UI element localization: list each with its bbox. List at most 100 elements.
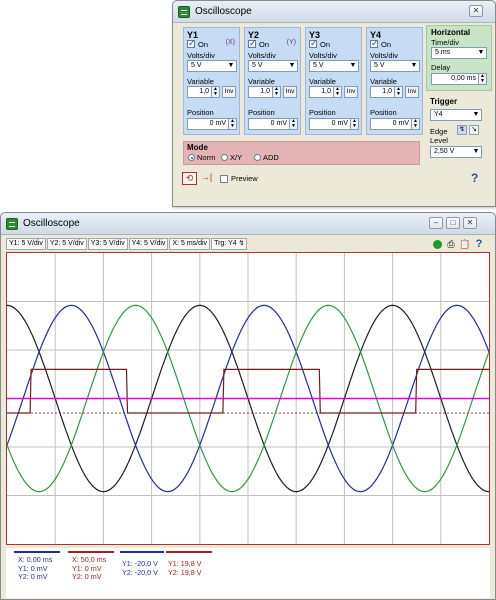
cursor1-readout: X: 0,00 ms Y1: 0 mV Y2: 0 mV: [18, 555, 53, 582]
variable-stepper[interactable]: 1,0 ▲ ▼: [309, 86, 342, 98]
scope-info-bar: Y1: 5 V/div Y2: 5 V/div Y3: 5 V/div Y4: 5 V…: [6, 238, 248, 250]
info-x: X: 5 ms/div: [169, 238, 211, 250]
oscilloscope-app-icon: [6, 218, 18, 230]
stepper-arrows-icon[interactable]: ▲ ▼: [272, 87, 280, 97]
stepper-arrows-icon[interactable]: ▲ ▼: [211, 87, 219, 97]
channel-panel-y1: Y1 (X) On Volts/div 5 V▼ Variable 1,0▲▼ …: [183, 27, 240, 135]
oscilloscope-app-icon: [178, 6, 190, 18]
single-shot-icon[interactable]: →|: [200, 172, 213, 182]
position-value: 0 mV: [331, 120, 348, 127]
help-icon[interactable]: ?: [471, 171, 479, 185]
invert-button[interactable]: Inv: [344, 86, 358, 98]
help-icon[interactable]: ?: [475, 238, 483, 250]
volts-div-value: 5 V: [252, 62, 263, 69]
position-value: 0 mV: [270, 120, 287, 127]
invert-button[interactable]: Inv: [283, 86, 297, 98]
clipboard-icon[interactable]: 📋: [459, 239, 471, 249]
trigger-source-select[interactable]: Y4 ▼: [430, 109, 482, 121]
scope-window-title: Oscilloscope: [23, 218, 80, 229]
channel-tag: (X): [225, 39, 235, 46]
print-icon[interactable]: ⎙: [447, 239, 455, 249]
stepper-arrows-icon[interactable]: ▲ ▼: [228, 119, 236, 129]
time-div-value: 5 ms: [435, 49, 451, 56]
variable-label: Variable: [309, 77, 336, 86]
readout-line: Y1: 0 mV: [72, 563, 102, 573]
volts-div-value: 5 V: [313, 62, 324, 69]
maximize-icon[interactable]: □: [446, 217, 460, 229]
channel-on-label: On: [381, 40, 392, 49]
cursor2-readout: X: 50,0 ms Y1: 0 mV Y2: 0 mV: [72, 555, 106, 582]
position-label: Position: [187, 108, 214, 117]
delay-label: Delay: [431, 63, 451, 72]
chevron-down-icon: ▼: [472, 111, 480, 118]
volts-div-label: Volts/div: [248, 51, 276, 60]
variable-stepper[interactable]: 1,0 ▲ ▼: [370, 86, 403, 98]
readout-line: X: 0,00 ms: [18, 555, 53, 564]
loop-icon[interactable]: ⟲: [182, 172, 197, 185]
info-y4: Y4: 5 V/div: [128, 238, 169, 250]
mode-norm-radio[interactable]: [188, 154, 195, 161]
close-icon[interactable]: ✕: [463, 217, 477, 229]
channel-on-checkbox[interactable]: [248, 38, 257, 49]
chevron-down-icon: ▼: [472, 148, 480, 155]
invert-button[interactable]: Inv: [405, 86, 419, 98]
readout-line: Y2: -20,0 V: [122, 567, 158, 577]
volts-div-label: Volts/div: [309, 51, 337, 60]
mode-xy-radio[interactable]: [221, 154, 228, 161]
trigger-level-value: 2,50 V: [434, 148, 455, 155]
channel-panel-y3: Y3 On Volts/div 5 V▼ Variable 1,0▲▼ Inv …: [305, 27, 362, 135]
channel-on-label: On: [259, 40, 270, 49]
variable-value: 1,0: [260, 88, 270, 95]
channel-tag: (Y): [286, 39, 296, 46]
channel-name: Y2: [248, 30, 260, 40]
stepper-arrows-icon[interactable]: ▲ ▼: [394, 87, 402, 97]
position-stepper[interactable]: 0 mV ▲ ▼: [248, 118, 298, 130]
channel-name: Y1: [187, 30, 199, 40]
channel-on-checkbox[interactable]: [309, 38, 318, 49]
mode-add-radio[interactable]: [254, 154, 261, 161]
minimize-icon[interactable]: –: [429, 217, 443, 229]
time-div-select[interactable]: 5 ms ▼: [431, 47, 487, 59]
mode-norm-label: Norm: [197, 153, 216, 162]
stepper-arrows-icon[interactable]: ▲ ▼: [289, 119, 297, 129]
scope-window-titlebar[interactable]: Oscilloscope – □ ✕: [1, 213, 495, 235]
chevron-down-icon: ▼: [227, 62, 235, 69]
channel-on-checkbox[interactable]: [370, 38, 379, 49]
scope-display[interactable]: [6, 252, 490, 545]
invert-button[interactable]: Inv: [222, 86, 236, 98]
position-label: Position: [248, 108, 275, 117]
close-icon[interactable]: ✕: [469, 5, 483, 17]
volts-div-select[interactable]: 5 V ▼: [309, 60, 359, 72]
stepper-arrows-icon[interactable]: ▲ ▼: [350, 119, 358, 129]
rising-edge-icon[interactable]: ↯: [457, 125, 467, 135]
preview-label: Preview: [231, 174, 258, 183]
trigger-level-select[interactable]: 2,50 V ▼: [430, 146, 482, 158]
volts-div-select[interactable]: 5 V ▼: [248, 60, 298, 72]
channel-on-checkbox[interactable]: [187, 38, 196, 49]
stepper-arrows-icon[interactable]: ▲ ▼: [333, 87, 341, 97]
volts-div-select[interactable]: 5 V ▼: [187, 60, 237, 72]
cursor3-readout: Y1: -20,0 V Y2: -20,0 V: [122, 559, 158, 577]
volts-div-select[interactable]: 5 V ▼: [370, 60, 420, 72]
position-stepper[interactable]: 0 mV ▲ ▼: [309, 118, 359, 130]
variable-stepper[interactable]: 1,0 ▲ ▼: [248, 86, 281, 98]
delay-value: 0,00 ms: [451, 75, 476, 82]
channel-on-label: On: [320, 40, 331, 49]
volts-div-value: 5 V: [374, 62, 385, 69]
preview-checkbox[interactable]: [220, 175, 228, 183]
time-div-label: Time/div: [431, 38, 460, 47]
falling-edge-icon[interactable]: ↘: [469, 125, 479, 135]
delay-stepper[interactable]: 0,00 ms ▲ ▼: [431, 73, 487, 85]
stepper-arrows-icon[interactable]: ▲ ▼: [411, 119, 419, 129]
stepper-arrows-icon[interactable]: ▲ ▼: [478, 74, 486, 84]
scope-plot-svg: [6, 253, 490, 544]
control-window-titlebar[interactable]: Oscilloscope ✕: [173, 1, 495, 23]
run-indicator-icon[interactable]: [431, 238, 443, 250]
position-value: 0 mV: [392, 120, 409, 127]
variable-stepper[interactable]: 1,0 ▲ ▼: [187, 86, 220, 98]
position-stepper[interactable]: 0 mV ▲ ▼: [187, 118, 237, 130]
info-y1: Y1: 5 V/div: [6, 238, 46, 250]
info-y3: Y3: 5 V/div: [87, 238, 128, 250]
channel-panel-y2: Y2 (Y) On Volts/div 5 V▼ Variable 1,0▲▼ …: [244, 27, 301, 135]
position-stepper[interactable]: 0 mV ▲ ▼: [370, 118, 420, 130]
